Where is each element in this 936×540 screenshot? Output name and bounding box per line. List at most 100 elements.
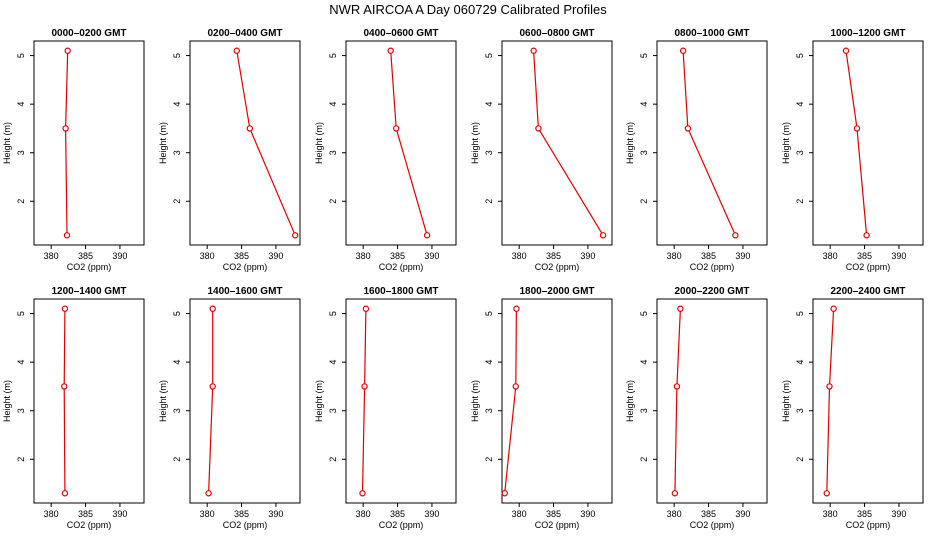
x-tick-label: 390 [112,509,127,519]
x-tick-label: 385 [546,251,561,261]
data-point [63,232,71,239]
x-axis-label: CO2 (ppm) [223,262,268,272]
x-axis-label: CO2 (ppm) [535,520,580,530]
chart-panel: 0200–0400 GMT 380 385 390 2 3 4 5 CO2 (ppm) Heigh… [158,28,301,272]
plot-frame [501,40,613,246]
x-tick-label: 385 [234,251,249,261]
plot-frame [501,298,613,504]
y-tick-label: 3 [639,150,649,155]
y-tick-label: 3 [328,408,338,413]
y-tick-label: 3 [484,408,494,413]
chart-panel: 1800–2000 GMT 380 385 390 2 3 4 5 CO2 (ppm) Heigh… [470,286,613,530]
y-tick-label: 2 [328,457,338,462]
y-tick-label: 4 [484,102,494,107]
y-tick-label: 5 [795,53,805,58]
y-axis-label: Height (m) [781,380,791,422]
y-tick-label: 5 [328,53,338,58]
x-axis-label: CO2 (ppm) [223,520,268,530]
y-tick-label: 5 [172,53,182,58]
y-axis-label: Height (m) [314,380,324,422]
x-tick-label: 390 [580,509,595,519]
x-tick-label: 380 [44,509,59,519]
y-axis-label: Height (m) [470,122,480,164]
chart-panel: 0600–0800 GMT 380 385 390 2 3 4 5 CO2 (ppm) Heigh… [470,28,613,272]
x-tick-label: 390 [424,509,439,519]
data-point [823,490,830,497]
chart-panel: 1200–1400 GMT 380 385 390 2 3 4 5 CO2 (ppm) Heigh… [2,286,145,530]
data-point [423,232,431,239]
plot-frame [656,40,768,246]
y-tick-label: 4 [172,102,182,107]
x-tick-label: 390 [891,251,906,261]
plot-frame [33,298,145,504]
data-point [61,305,69,312]
data-point [361,383,368,390]
profile-line [845,50,868,236]
data-point [205,490,212,497]
y-tick-label: 4 [484,360,494,365]
y-axis-label: Height (m) [781,122,791,164]
x-axis-label: CO2 (ppm) [846,262,891,272]
y-tick-label: 5 [484,53,494,58]
profile-line [361,308,367,494]
x-axis-label: CO2 (ppm) [690,520,735,530]
x-axis-label: CO2 (ppm) [379,520,424,530]
data-point [64,47,71,54]
data-point [673,383,681,390]
y-axis-label: Height (m) [625,122,635,164]
panel-title: 2000–2200 GMT [674,286,749,297]
y-axis-label: Height (m) [2,122,12,164]
y-tick-label: 2 [484,457,494,462]
x-tick-label: 380 [667,509,682,519]
data-point [501,490,508,497]
y-tick-label: 2 [16,457,26,462]
x-tick-label: 380 [200,251,215,261]
data-point [387,47,394,54]
x-tick-label: 385 [390,251,405,261]
y-tick-label: 3 [795,408,805,413]
chart-panel: 1000–1200 GMT 380 385 390 2 3 4 5 CO2 (ppm) Heigh… [781,28,924,272]
y-tick-label: 3 [639,408,649,413]
y-tick-label: 5 [16,53,26,58]
plot-frame [812,40,924,246]
y-axis-label: Height (m) [158,122,168,164]
plot-frame [189,40,301,246]
y-tick-label: 3 [328,150,338,155]
data-point [684,125,692,132]
y-tick-label: 2 [639,457,649,462]
x-tick-label: 380 [44,251,59,261]
panel-title: 1200–1400 GMT [51,286,126,297]
x-tick-label: 390 [424,251,439,261]
x-tick-label: 390 [268,251,283,261]
y-tick-label: 5 [795,311,805,316]
data-point [677,305,684,312]
y-tick-label: 2 [795,199,805,204]
profile-line [533,50,604,236]
x-tick-label: 385 [701,509,716,519]
y-tick-label: 4 [328,102,338,107]
data-point [512,383,519,390]
x-axis-label: CO2 (ppm) [535,262,580,272]
y-tick-label: 5 [172,311,182,316]
x-tick-label: 385 [857,251,872,261]
plot-frame [812,298,924,504]
y-tick-label: 3 [172,150,182,155]
y-tick-label: 5 [328,311,338,316]
x-tick-label: 380 [667,251,682,261]
x-tick-label: 390 [112,251,127,261]
plot-frame [189,298,301,504]
y-axis-label: Height (m) [158,380,168,422]
x-tick-label: 390 [580,251,595,261]
data-point [535,125,542,132]
x-tick-label: 380 [823,251,838,261]
data-point [61,383,68,390]
x-tick-label: 390 [891,509,906,519]
x-tick-label: 385 [857,509,872,519]
panel-title: 0400–0600 GMT [363,28,438,39]
data-point [359,490,366,497]
plot-frame [33,40,145,246]
data-point [291,232,299,239]
y-axis-label: Height (m) [314,122,324,164]
profile-line [682,50,736,236]
